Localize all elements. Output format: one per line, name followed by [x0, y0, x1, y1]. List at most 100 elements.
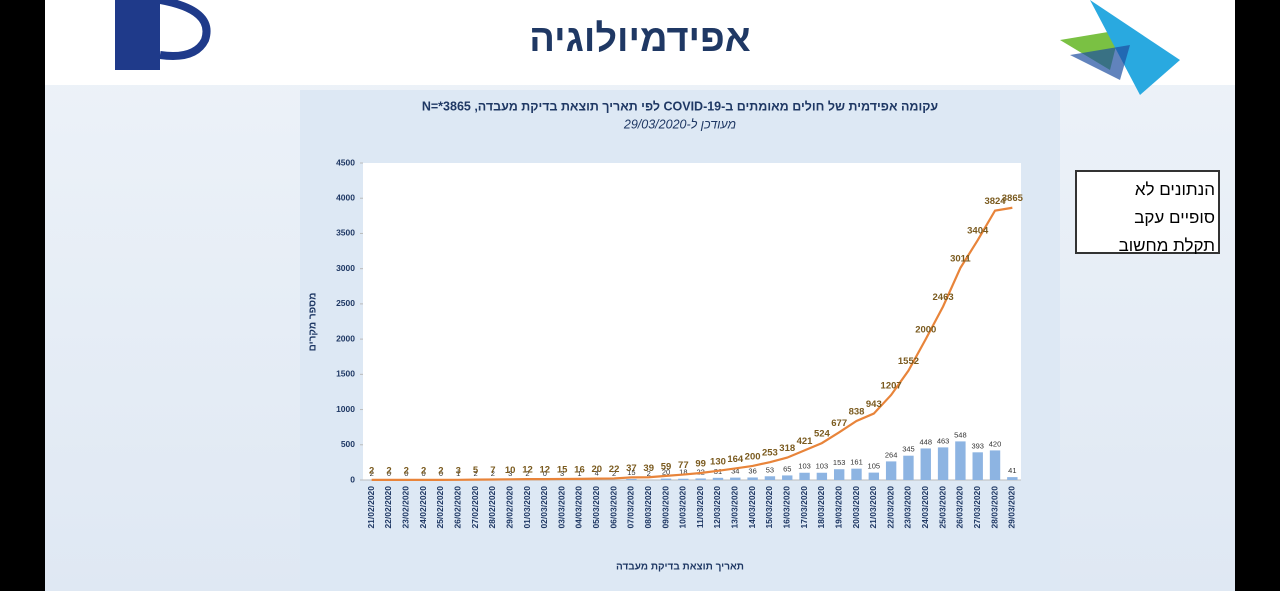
- line-value-label: 2463: [933, 292, 954, 303]
- x-tick-label: 24/02/2020: [418, 486, 428, 529]
- line-value-label: 1552: [898, 356, 919, 367]
- bar-value-label: 103: [816, 462, 829, 471]
- line-value-label: 15: [557, 464, 568, 475]
- bar: [1007, 477, 1018, 480]
- x-tick-label: 28/02/2020: [487, 486, 497, 529]
- line-value-label: 3404: [967, 226, 989, 237]
- x-tick-label: 29/02/2020: [504, 486, 514, 529]
- line-value-label: 3824: [984, 196, 1006, 207]
- x-tick-label: 12/03/2020: [712, 486, 722, 529]
- bar-value-label: 2: [491, 469, 495, 478]
- bar: [989, 450, 1001, 480]
- bar-value-label: 153: [833, 458, 846, 467]
- x-tick-label: 16/03/2020: [781, 486, 791, 529]
- note-line: תקלת מחשוב: [1118, 236, 1215, 255]
- line-value-label: 12: [540, 465, 551, 476]
- bar-value-label: 15: [627, 468, 635, 477]
- bar: [712, 477, 724, 480]
- bar-value-label: 1: [456, 469, 460, 478]
- x-tick-label: 18/03/2020: [816, 486, 826, 529]
- bar: [730, 477, 741, 480]
- bar-value-label: 2: [612, 469, 616, 478]
- bar: [851, 468, 862, 480]
- line-value-label: 2: [369, 465, 374, 476]
- x-tick-label: 21/03/2020: [868, 486, 878, 529]
- line-value-label: 2: [438, 465, 443, 476]
- x-tick-label: 21/02/2020: [366, 486, 376, 529]
- line-value-label: 77: [678, 460, 689, 471]
- line-value-label: 943: [866, 399, 882, 410]
- note-box: הנתונים לא סופיים עקב תקלת מחשוב: [1075, 170, 1220, 255]
- bar: [747, 477, 758, 480]
- line-value-label: 200: [745, 451, 761, 462]
- line-value-label: 5: [473, 465, 479, 476]
- bar: [920, 448, 931, 480]
- bar: [799, 472, 810, 480]
- note-line: הנתונים לא: [1134, 180, 1215, 199]
- y-tick-label: 4000: [336, 192, 355, 202]
- bar: [816, 472, 828, 480]
- line-value-label: 7: [490, 465, 495, 476]
- line-value-label: 16: [574, 464, 585, 475]
- line-value-label: 12: [522, 465, 533, 476]
- bar-value-label: 3: [508, 469, 512, 478]
- x-tick-label: 22/03/2020: [885, 486, 895, 529]
- line-value-label: 2000: [915, 325, 936, 336]
- x-tick-label: 07/03/2020: [626, 486, 636, 529]
- plot-area: [363, 163, 1021, 480]
- x-tick-label: 14/03/2020: [747, 486, 757, 529]
- bar: [660, 478, 672, 480]
- bar-value-label: 2: [647, 469, 651, 478]
- line-value-label: 253: [762, 448, 778, 459]
- line-value-label: 99: [695, 459, 706, 470]
- line-value-label: 524: [814, 429, 831, 440]
- y-tick-label: 500: [341, 439, 355, 449]
- line-value-label: 421: [797, 436, 814, 447]
- bar-value-label: 36: [748, 466, 756, 475]
- line-value-label: 10: [505, 465, 516, 476]
- line-value-label: 3: [456, 465, 461, 476]
- logo-shape: [159, 0, 211, 60]
- x-tick-label: 05/03/2020: [591, 486, 601, 529]
- y-tick-label: 2500: [336, 298, 355, 308]
- bar-value-label: 103: [798, 462, 811, 471]
- bar-value-label: 53: [766, 465, 774, 474]
- x-tick-label: 26/03/2020: [955, 486, 965, 529]
- bar-value-label: 264: [885, 450, 898, 459]
- x-axis-label: תאריך תוצאת בדיקת מעבדה: [616, 562, 744, 573]
- line-value-label: 1207: [881, 380, 902, 391]
- x-tick-label: 04/03/2020: [574, 486, 584, 529]
- bar-value-label: 0: [422, 469, 426, 478]
- bar-value-label: 1: [577, 469, 581, 478]
- bar: [678, 478, 689, 480]
- line-value-label: 2: [421, 465, 426, 476]
- y-tick-label: 3500: [336, 228, 355, 238]
- line-value-label: 130: [710, 456, 726, 467]
- bar-value-label: 420: [989, 439, 1002, 448]
- bar-value-label: 18: [679, 468, 687, 477]
- bar-value-label: 2: [370, 469, 374, 478]
- x-tick-label: 20/03/2020: [851, 486, 861, 529]
- bar-value-label: 548: [954, 430, 967, 439]
- bar-value-label: 161: [850, 458, 863, 467]
- bar-value-label: 0: [543, 469, 547, 478]
- bar-value-label: 41: [1008, 466, 1016, 475]
- bar-value-label: 393: [971, 441, 984, 450]
- x-tick-label: 24/03/2020: [920, 486, 930, 529]
- y-tick-label: 4500: [336, 157, 355, 167]
- x-tick-label: 27/03/2020: [972, 486, 982, 529]
- note-line: סופיים עקב: [1134, 208, 1215, 227]
- x-tick-label: 11/03/2020: [695, 486, 705, 528]
- x-tick-label: 17/03/2020: [799, 486, 809, 529]
- bar: [955, 441, 966, 480]
- bar-value-label: 2: [473, 469, 477, 478]
- bar-value-label: 345: [902, 445, 915, 454]
- y-tick-label: 0: [350, 474, 355, 484]
- x-tick-label: 26/02/2020: [452, 486, 462, 529]
- bar: [833, 469, 845, 480]
- bar: [868, 472, 880, 480]
- line-value-label: 164: [727, 454, 744, 465]
- x-tick-label: 15/03/2020: [764, 486, 774, 529]
- header: אפידמיולוגיה: [45, 0, 1235, 95]
- line-value-label: 3865: [1002, 193, 1024, 204]
